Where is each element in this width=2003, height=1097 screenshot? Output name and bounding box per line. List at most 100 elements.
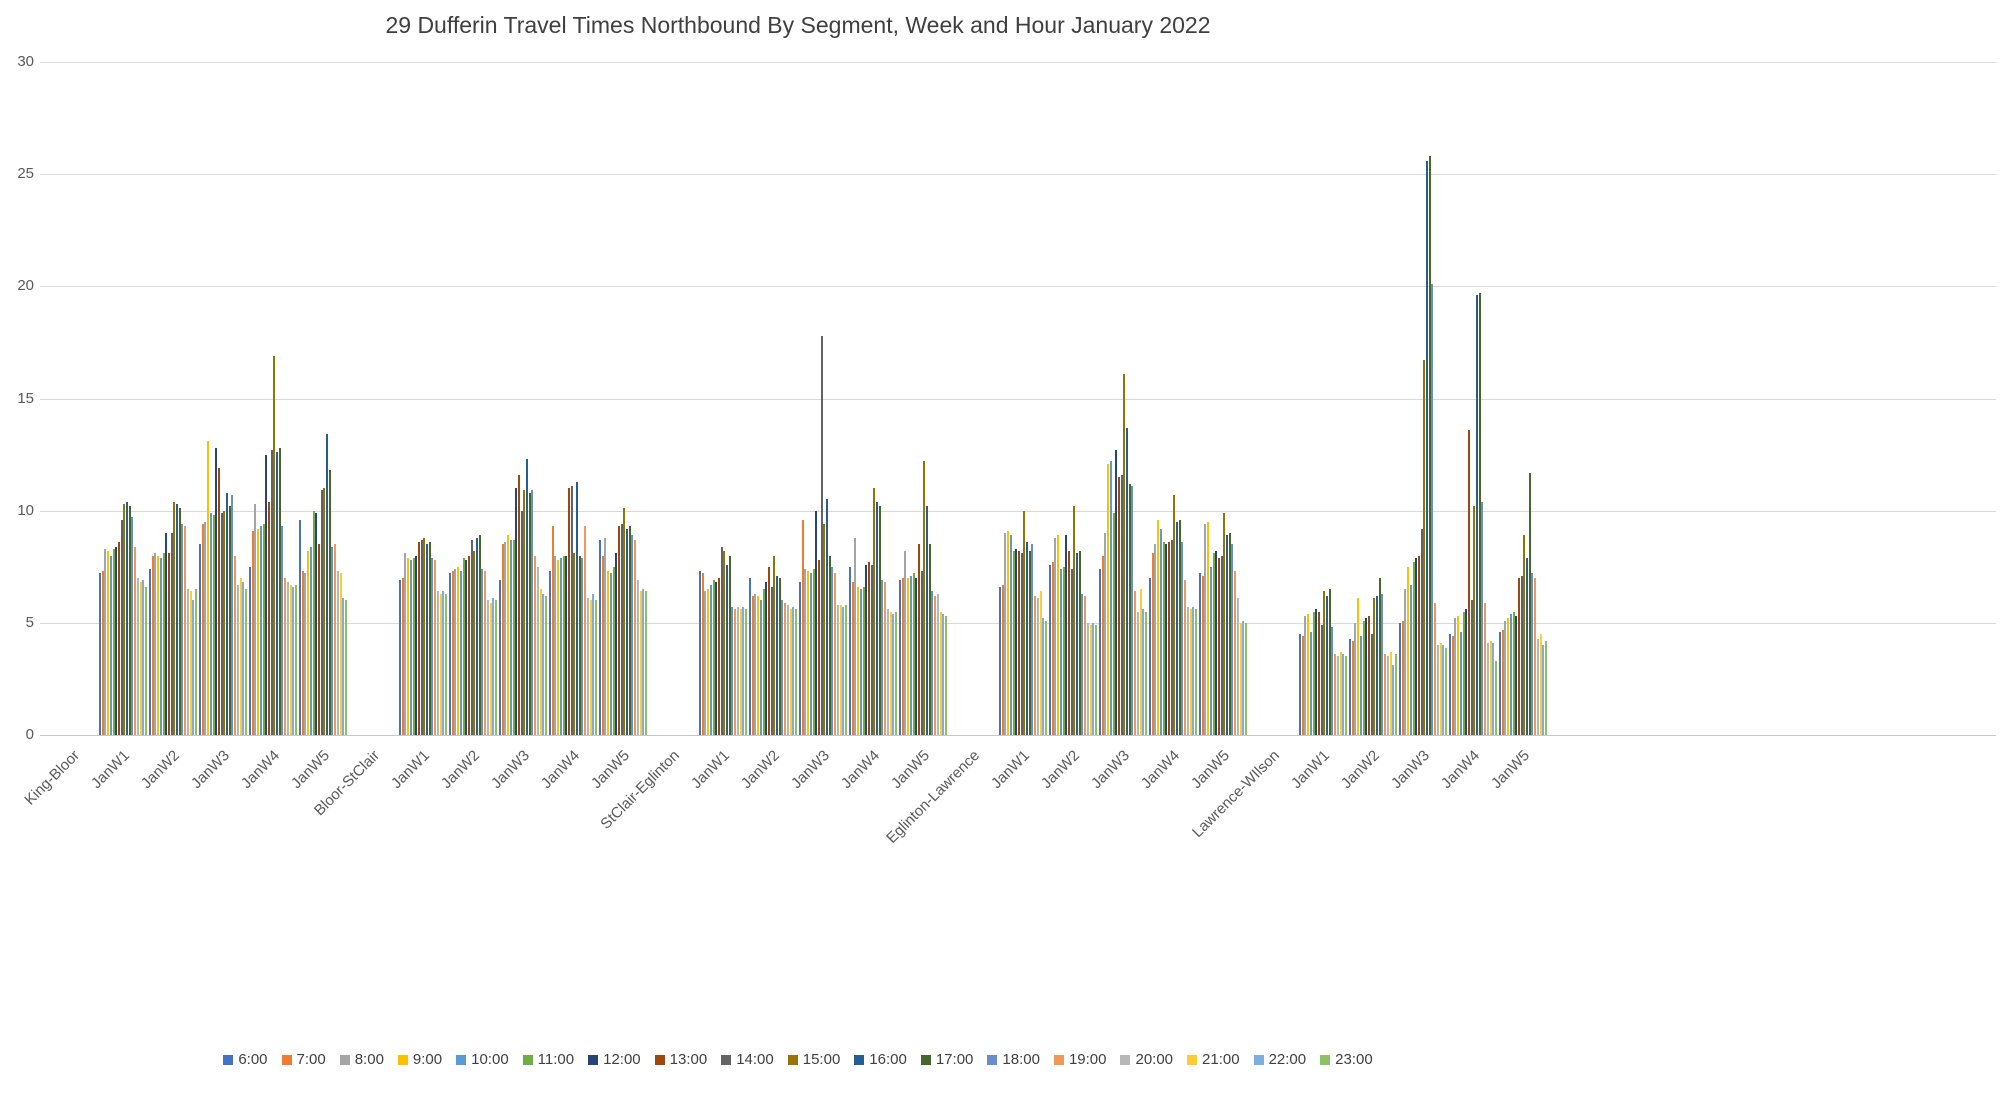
bar (1028, 551, 1031, 735)
bar (254, 503, 257, 735)
legend-item: 13:00 (654, 1051, 707, 1068)
bar (1323, 591, 1326, 735)
bar (1504, 620, 1507, 735)
bar (159, 557, 162, 735)
bar (759, 600, 762, 735)
bar (1089, 625, 1092, 735)
bar (857, 586, 860, 735)
bar (926, 506, 929, 735)
bar (201, 524, 204, 735)
bar (1101, 555, 1104, 735)
bar (1234, 571, 1237, 735)
bar (773, 555, 776, 735)
bar (412, 557, 415, 735)
bar (592, 593, 595, 735)
bar (331, 546, 334, 735)
bar (1354, 622, 1357, 735)
legend-item: 8:00 (339, 1051, 384, 1068)
bar (144, 586, 147, 735)
bar (578, 555, 581, 735)
bar (1542, 645, 1545, 735)
bar (499, 580, 502, 735)
bar (1434, 602, 1437, 735)
bar (117, 542, 120, 735)
bar (1399, 622, 1402, 735)
bar (257, 528, 260, 735)
bar (909, 575, 912, 735)
bar (1026, 542, 1029, 735)
bar (112, 548, 115, 735)
bar (820, 335, 823, 735)
bar (1539, 634, 1542, 735)
bar (326, 434, 329, 735)
bar (428, 542, 431, 735)
bar (1331, 627, 1334, 735)
bar (851, 582, 854, 735)
bar (1215, 551, 1218, 735)
bar (912, 573, 915, 735)
legend-item: 10:00 (456, 1051, 509, 1068)
bar (939, 611, 942, 735)
bar (1359, 636, 1362, 735)
bar (839, 604, 842, 735)
bar (892, 613, 895, 735)
y-axis-tick-label: 10 (17, 501, 34, 519)
bar (878, 506, 881, 735)
bar (267, 501, 270, 735)
bar (749, 577, 752, 735)
bar (1154, 544, 1157, 735)
gridline (40, 62, 1996, 63)
bar (1417, 555, 1420, 735)
bar (528, 492, 531, 735)
bar (517, 474, 520, 735)
bar (762, 589, 765, 735)
bar (1459, 631, 1462, 735)
bar (170, 533, 173, 735)
bar (644, 591, 647, 735)
bar (323, 488, 326, 735)
bar (1212, 553, 1215, 735)
bar (276, 452, 279, 735)
legend-swatch (721, 1054, 732, 1065)
bar (212, 515, 215, 735)
bar (167, 553, 170, 735)
bar (844, 604, 847, 735)
bar (301, 571, 304, 735)
bar (439, 593, 442, 735)
bar (1170, 539, 1173, 735)
bar (1001, 584, 1004, 735)
bar (512, 539, 515, 735)
bar (236, 584, 239, 735)
bar (1520, 575, 1523, 735)
bar (712, 580, 715, 735)
legend-item: 15:00 (787, 1051, 840, 1068)
bar (699, 571, 702, 735)
bar (1094, 625, 1097, 735)
bar (1086, 622, 1089, 735)
y-axis-tick-label: 25 (17, 165, 34, 183)
bar (1462, 611, 1465, 735)
bar (854, 537, 857, 735)
bar (1044, 620, 1047, 735)
bar (792, 607, 795, 735)
bar (399, 580, 402, 735)
bar (754, 593, 757, 735)
bar (476, 537, 479, 735)
legend-swatch (397, 1054, 408, 1065)
bar (799, 582, 802, 735)
bar (107, 551, 110, 735)
bar (639, 591, 642, 735)
bar (1544, 640, 1547, 735)
bar (731, 607, 734, 735)
legend-label: 14:00 (736, 1051, 774, 1068)
bar (1012, 551, 1015, 735)
bar (401, 577, 404, 735)
bar (744, 609, 747, 735)
bar (636, 580, 639, 735)
bar (1339, 652, 1342, 735)
gridline (40, 286, 1996, 288)
bar (867, 562, 870, 735)
bar (1151, 553, 1154, 735)
legend-item: 12:00 (588, 1051, 641, 1068)
legend-swatch (787, 1054, 798, 1065)
